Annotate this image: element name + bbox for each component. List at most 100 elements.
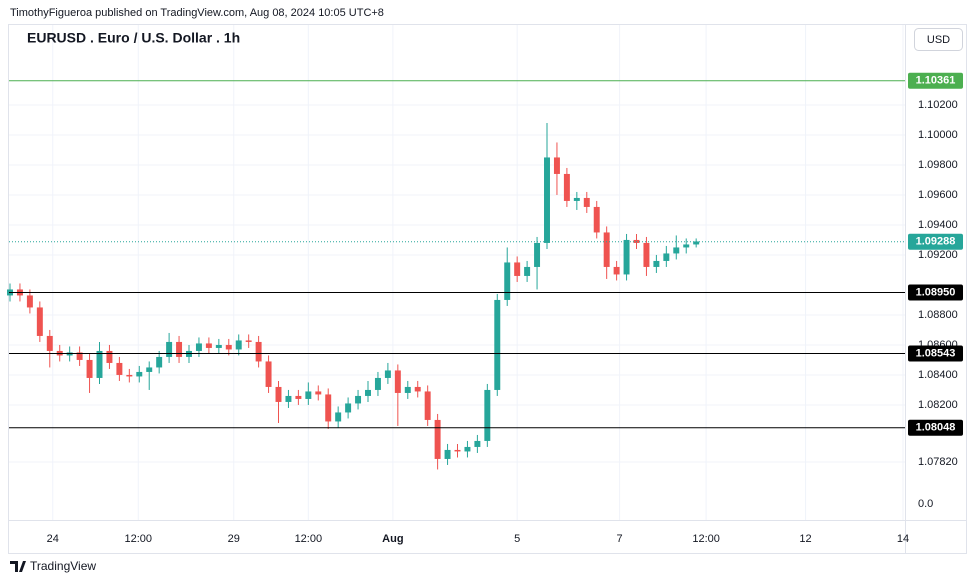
candle-body	[524, 266, 531, 276]
candle-body	[374, 377, 381, 390]
candle-body	[573, 197, 580, 201]
x-tick-label: 5	[514, 533, 520, 545]
candle-body	[384, 370, 391, 378]
candle-body	[275, 386, 282, 402]
candle-body	[593, 206, 600, 233]
candle-body	[663, 253, 670, 261]
candle-body	[26, 295, 33, 308]
price-level-tag	[908, 284, 963, 301]
candle-body	[673, 247, 680, 254]
candle-body	[195, 343, 202, 351]
candle-body	[623, 239, 630, 275]
candle-body	[464, 446, 471, 452]
currency-button[interactable]	[914, 28, 963, 51]
chart-title: EURUSD . Euro / U.S. Dollar . 1h	[27, 30, 240, 46]
x-tick-label: Aug	[382, 533, 403, 545]
price-level-tag	[908, 419, 963, 436]
y-tick-label: 1.10000	[918, 129, 958, 141]
candle-body	[235, 340, 242, 350]
logo-shape	[10, 561, 26, 572]
candle-body	[46, 335, 53, 351]
y-tick-label: 1.08200	[918, 399, 958, 411]
x-tick-label: 12:00	[125, 533, 153, 545]
candle-body	[106, 350, 113, 363]
x-tick-label: 7	[617, 533, 623, 545]
candle-body	[454, 449, 461, 452]
candle-body	[315, 391, 322, 395]
price-level-label: 1.08543	[916, 347, 956, 359]
candle-body	[394, 370, 401, 393]
candle-body	[355, 395, 362, 404]
publisher-note: TimothyFigueroa published on TradingView…	[10, 7, 384, 19]
price-level-label: 1.08048	[916, 422, 956, 434]
candle-body	[514, 262, 521, 276]
y-tick-label: 1.08800	[918, 309, 958, 321]
candle-body	[146, 367, 153, 372]
candle-body	[484, 389, 491, 441]
y-axis-bottom-label: 0.0	[918, 498, 933, 510]
candle-body	[335, 412, 342, 422]
candle-body	[444, 449, 451, 459]
candle-body	[603, 232, 610, 267]
x-tick-label: 24	[47, 533, 59, 545]
candle-body	[96, 350, 103, 378]
candle-body	[653, 260, 660, 267]
candle-body	[613, 266, 620, 275]
candle-body	[583, 197, 590, 207]
price-level-tag	[908, 233, 963, 250]
plot-area	[7, 80, 905, 470]
candle-body	[156, 356, 163, 368]
candle-body	[116, 362, 123, 375]
candle-body	[404, 386, 411, 393]
price-level-tag	[908, 72, 963, 89]
y-tick-label: 1.07820	[918, 456, 958, 468]
candle-body	[176, 341, 183, 357]
candle-body	[693, 241, 700, 245]
candle-body	[424, 391, 431, 420]
price-level-label: 1.09288	[916, 236, 956, 248]
x-tick-label: 12:00	[295, 533, 323, 545]
candle-body	[683, 244, 690, 248]
candle-body	[265, 361, 272, 387]
y-tick-label: 1.09600	[918, 189, 958, 201]
candle-body	[166, 341, 173, 357]
x-tick-label: 12	[799, 533, 811, 545]
price-level-label: 1.10361	[916, 75, 956, 87]
candle-body	[494, 299, 501, 390]
candle-body	[434, 419, 441, 459]
candle-body	[36, 307, 43, 336]
x-tick-label: 29	[228, 533, 240, 545]
brand-logo	[10, 561, 26, 572]
y-tick-label: 1.08400	[918, 369, 958, 381]
y-tick-label: 1.10200	[918, 99, 958, 111]
axes: 1.078201.082001.084001.086001.088001.092…	[47, 72, 963, 545]
candle-body	[534, 242, 541, 267]
candle-body	[365, 389, 371, 396]
y-tick-label: 1.09800	[918, 159, 958, 171]
candle-body	[305, 391, 312, 399]
x-tick-label: 12:00	[692, 533, 720, 545]
price-level-label: 1.08950	[916, 286, 956, 298]
candle-body	[325, 394, 332, 422]
price-level-tag	[908, 345, 963, 362]
candle-body	[553, 157, 560, 174]
candle-body	[215, 344, 222, 348]
candle-body	[86, 359, 93, 378]
candle-body	[544, 157, 550, 243]
candle-body	[245, 340, 252, 342]
candle-body	[126, 374, 133, 377]
candle-body	[345, 403, 352, 413]
y-tick-label: 1.09400	[918, 219, 958, 231]
candle-body	[414, 386, 421, 392]
candle-body	[225, 344, 232, 350]
x-tick-label: 14	[897, 533, 909, 545]
chart-frame	[8, 24, 967, 554]
candle-body	[136, 371, 143, 377]
candle-body	[205, 343, 212, 348]
brand-name: TradingView	[30, 559, 96, 573]
candle-body	[76, 352, 83, 360]
candle-body	[504, 262, 511, 300]
currency-label: USD	[927, 34, 950, 46]
candle-body	[474, 440, 481, 447]
